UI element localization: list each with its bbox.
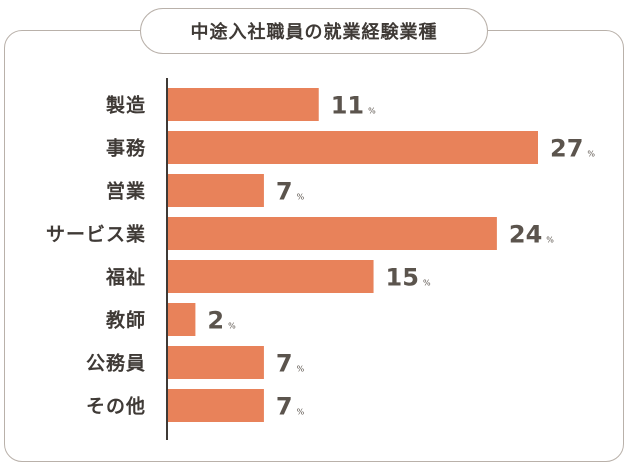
value-label: 15% bbox=[386, 264, 431, 292]
value-label: 2% bbox=[207, 307, 236, 335]
bar bbox=[168, 217, 497, 250]
bar bbox=[168, 303, 196, 336]
bar bbox=[168, 346, 264, 379]
category-label: 公務員 bbox=[86, 352, 146, 375]
category-label: 福祉 bbox=[105, 266, 146, 289]
category-label: 事務 bbox=[106, 137, 146, 160]
category-label: 教師 bbox=[106, 309, 146, 332]
category-label: サービス業 bbox=[46, 223, 146, 246]
category-label: その他 bbox=[86, 395, 146, 418]
value-label: 7% bbox=[276, 393, 305, 421]
bar bbox=[168, 131, 538, 164]
value-label: 11% bbox=[331, 92, 376, 120]
chart-title: 中途入社職員の就業経験業種 bbox=[140, 8, 488, 54]
category-label: 製造 bbox=[105, 94, 146, 117]
value-label: 7% bbox=[276, 178, 305, 206]
bar bbox=[168, 389, 264, 422]
value-label: 7% bbox=[276, 350, 305, 378]
bar bbox=[168, 174, 264, 207]
value-label: 27% bbox=[550, 135, 595, 163]
value-label: 24% bbox=[509, 221, 554, 249]
category-label: 営業 bbox=[106, 180, 146, 203]
bar bbox=[168, 88, 319, 121]
bar bbox=[168, 260, 374, 293]
